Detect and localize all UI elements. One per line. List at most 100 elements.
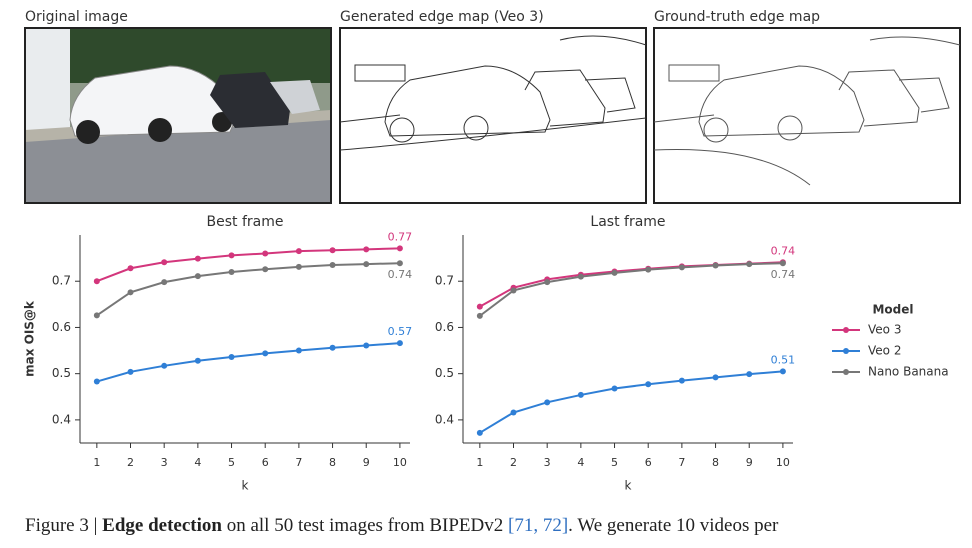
y-axis-label: max OIS@k — [23, 300, 37, 377]
data-point — [678, 377, 685, 384]
x-tick-label: 2 — [127, 456, 134, 469]
x-tick-label: 6 — [262, 456, 269, 469]
value-label: 0.74 — [388, 268, 413, 281]
x-tick-label: 8 — [712, 456, 719, 469]
data-point — [194, 273, 201, 280]
generated-edge-map — [339, 27, 647, 204]
caption-text: on all 50 test images from BIPEDv2 — [227, 515, 504, 536]
data-point — [93, 312, 100, 319]
data-point — [396, 245, 403, 252]
x-tick-label: 3 — [161, 456, 168, 469]
data-point — [611, 385, 618, 392]
legend: Veo 3 Veo 2 Nano Banana — [832, 323, 949, 379]
x-tick-label: 5 — [611, 456, 618, 469]
x-tick-label: 1 — [476, 456, 483, 469]
x-tick-label: 9 — [363, 456, 370, 469]
legend-swatch — [843, 348, 849, 354]
value-label: 0.77 — [388, 230, 413, 243]
x-tick-label: 7 — [295, 456, 302, 469]
data-point — [295, 263, 302, 270]
x-tick-label: 9 — [746, 456, 753, 469]
data-point — [295, 347, 302, 354]
data-point — [295, 248, 302, 255]
data-point — [544, 399, 551, 406]
data-point — [194, 255, 201, 262]
caption-bold: Edge detection — [102, 515, 222, 536]
data-point — [363, 246, 370, 253]
original-image — [24, 27, 332, 204]
data-point — [329, 344, 336, 351]
value-label: 0.74 — [771, 244, 796, 257]
series-line — [479, 261, 783, 308]
x-axis-label: k — [242, 479, 249, 493]
y-tick-label: 0.5 — [435, 366, 454, 380]
y-tick-label: 0.5 — [52, 366, 71, 380]
data-point — [262, 350, 269, 357]
data-point — [228, 354, 235, 361]
x-tick-label: 7 — [678, 456, 685, 469]
data-point — [577, 273, 584, 280]
data-point — [544, 279, 551, 286]
y-tick-label: 0.7 — [435, 274, 454, 288]
data-point — [510, 287, 517, 294]
series-line — [96, 342, 400, 383]
data-point — [645, 266, 652, 273]
data-point — [127, 368, 134, 375]
data-point — [262, 266, 269, 273]
panel-title: Ground-truth edge map — [654, 9, 820, 25]
data-point — [746, 261, 753, 268]
data-point — [712, 262, 719, 269]
data-point — [363, 342, 370, 349]
x-tick-label: 10 — [776, 456, 790, 469]
data-point — [779, 260, 786, 267]
data-point — [127, 265, 134, 272]
value-label: 0.57 — [388, 325, 413, 338]
series-line — [96, 247, 400, 283]
data-point — [779, 368, 786, 375]
x-tick-label: 1 — [93, 456, 100, 469]
data-point — [329, 247, 336, 254]
legend-swatch — [843, 327, 849, 333]
x-tick-label: 4 — [194, 456, 201, 469]
data-point — [161, 259, 168, 266]
value-label: 0.51 — [771, 353, 796, 366]
legend-swatch — [843, 369, 849, 375]
chart-title: Last frame — [590, 214, 665, 230]
data-point — [746, 371, 753, 378]
data-point — [127, 289, 134, 296]
data-point — [93, 278, 100, 285]
data-point — [161, 279, 168, 286]
series-line — [479, 262, 783, 317]
data-point — [161, 362, 168, 369]
y-tick-label: 0.6 — [435, 320, 454, 334]
legend-title: Model — [872, 303, 913, 317]
series-line — [96, 262, 400, 317]
series-line — [479, 370, 783, 434]
data-point — [93, 378, 100, 385]
data-point — [329, 262, 336, 269]
data-point — [396, 260, 403, 267]
data-point — [712, 374, 719, 381]
panel-title: Original image — [25, 9, 128, 25]
caption: Figure 3 | Edge detection on all 50 test… — [25, 515, 779, 536]
caption-label: Figure 3 | — [25, 515, 97, 536]
legend-label: Veo 3 — [868, 323, 901, 337]
data-point — [228, 252, 235, 259]
data-point — [611, 269, 618, 276]
data-point — [476, 429, 483, 436]
caption-refs[interactable]: [71, 72] — [508, 515, 568, 536]
x-tick-label: 10 — [393, 456, 407, 469]
chart-title: Best frame — [207, 214, 284, 230]
panel-title: Generated edge map (Veo 3) — [340, 9, 544, 25]
y-tick-label: 0.4 — [52, 412, 71, 426]
x-tick-label: 2 — [510, 456, 517, 469]
data-point — [678, 264, 685, 271]
x-tick-label: 6 — [645, 456, 652, 469]
ground-truth-edge-map — [653, 27, 961, 204]
data-point — [645, 381, 652, 388]
data-point — [396, 340, 403, 347]
data-point — [228, 268, 235, 275]
legend-label: Veo 2 — [868, 344, 901, 358]
data-point — [363, 261, 370, 268]
data-point — [510, 409, 517, 416]
